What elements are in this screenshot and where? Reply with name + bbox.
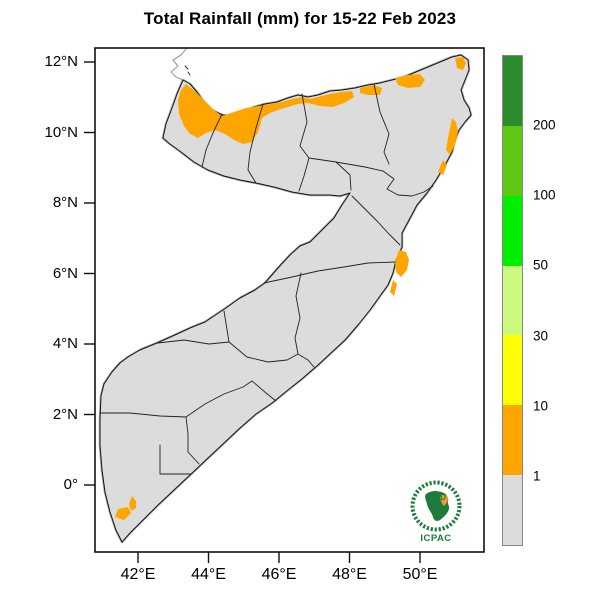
figure-title: Total Rainfall (mm) for 15-22 Feb 2023 [143, 9, 457, 28]
colorbar-label: 200 [533, 117, 556, 133]
rainfall-patch [115, 507, 131, 520]
rainfall-patch [129, 496, 136, 511]
logo-wreath-icon [410, 480, 462, 532]
y-axis-label: 4°N [52, 335, 78, 352]
y-axis-label: 0° [63, 476, 78, 493]
map-frame [94, 47, 485, 553]
colorbar-label: 100 [533, 187, 556, 203]
colorbar-label: 50 [533, 257, 549, 273]
igad-logo: IGAD ICPAC [409, 479, 463, 544]
colorbar-segment [503, 125, 522, 196]
x-axis-ticks [137, 552, 421, 563]
x-axis-label: 50°E [402, 566, 438, 583]
rainfall-patch [390, 280, 397, 296]
colorbar-segment [503, 475, 522, 546]
colorbar-label: 1 [533, 468, 541, 484]
somalia-landmass [99, 54, 472, 543]
y-axis-label: 12°N [44, 53, 78, 70]
colorbar-segment [503, 335, 522, 406]
logo-icpac-text: ICPAC [420, 533, 451, 544]
colorbar-segment [503, 56, 522, 126]
y-axis-label: 8°N [52, 194, 78, 211]
rainfall-patches [115, 57, 466, 520]
rainfall-patch [446, 118, 458, 155]
y-axis-ticks [84, 61, 95, 486]
colorbar-label: 30 [533, 328, 549, 344]
colorbar-label: 10 [533, 398, 549, 414]
colorbar-segment [503, 405, 522, 476]
x-axis-label: 44°E [191, 566, 226, 583]
horn-of-africa-icon [440, 494, 448, 506]
colorbar [502, 55, 523, 546]
colorbar-segment [503, 265, 522, 336]
rainfall-patch-north-band [178, 84, 354, 144]
admin-boundaries [99, 65, 434, 475]
y-axis-label: 10°N [44, 123, 78, 141]
djibouti-coastline [170, 47, 188, 81]
x-axis-label: 48°E [332, 566, 367, 583]
rainfall-patch [360, 85, 382, 95]
rainfall-patch [395, 74, 425, 88]
x-axis-label: 46°E [261, 566, 297, 583]
x-axis-label: 42°E [120, 566, 156, 583]
rainfall-patch [455, 57, 466, 70]
colorbar-segment [503, 195, 522, 266]
logo-igad-text: IGAD [426, 493, 446, 502]
rainfall-patch [438, 160, 447, 175]
rainfall-patch [395, 250, 409, 277]
y-axis-label: 6°N [52, 264, 78, 282]
y-axis-label: 2°N [52, 405, 78, 423]
